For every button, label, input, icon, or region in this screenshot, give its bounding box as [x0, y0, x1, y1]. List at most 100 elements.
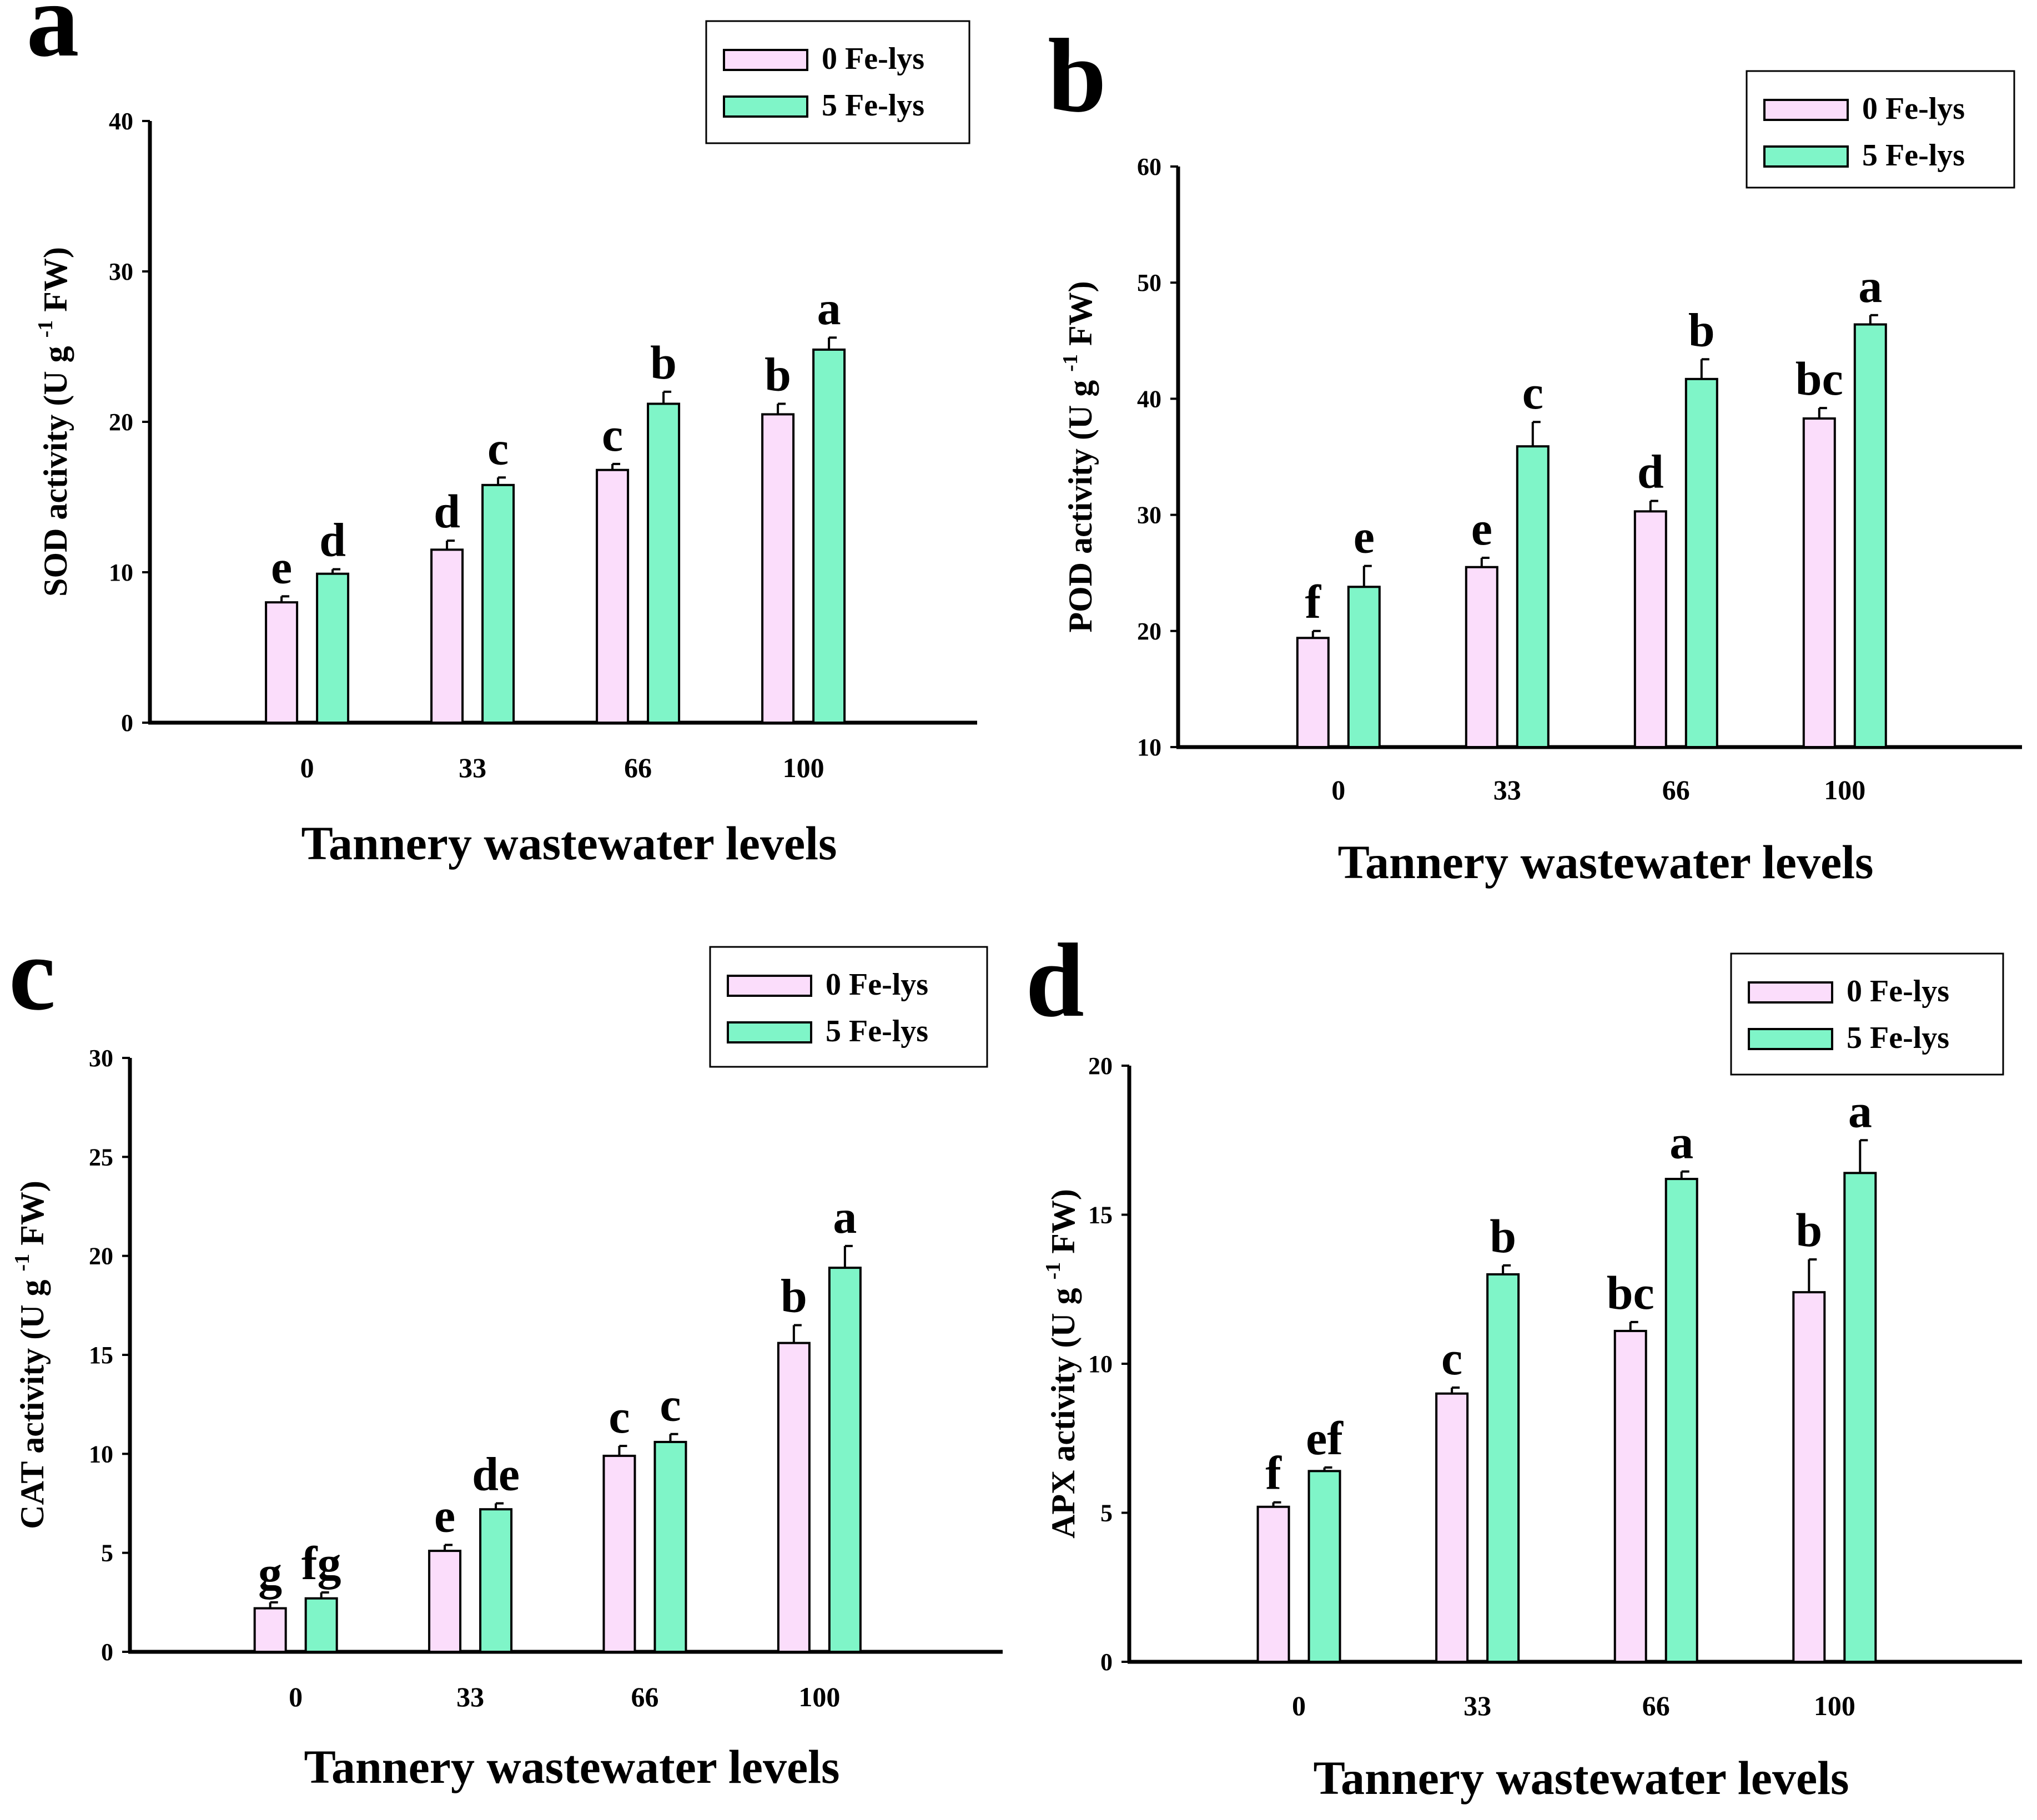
bar	[428, 1550, 462, 1653]
series-five-fe-lys: e c b a	[1347, 259, 1887, 748]
bar	[1296, 637, 1330, 749]
y-tick-label: 10	[89, 1440, 113, 1468]
legend-label: 0 Fe-lys	[822, 42, 924, 76]
y-tick-label: 20	[1088, 1052, 1113, 1080]
x-tick-label: 33	[459, 752, 486, 783]
y-tick-label: 30	[109, 258, 133, 285]
bar	[1347, 586, 1381, 748]
bar	[1435, 1392, 1469, 1663]
x-tick-label: 100	[783, 752, 824, 783]
x-axis-title: Tannery wastewater levels	[1338, 835, 1874, 889]
y-axis-title: POD activity (U g -1 FW)	[1059, 281, 1099, 632]
bar	[596, 468, 630, 724]
bar	[1633, 510, 1667, 748]
y-tick-label: 0	[1100, 1648, 1113, 1676]
bar	[653, 1440, 687, 1653]
legend-label: 0 Fe-lys	[1862, 92, 1965, 126]
y-tick-label: 0	[101, 1638, 113, 1666]
bar	[1792, 1291, 1826, 1663]
legend-swatch	[1763, 99, 1849, 121]
y-tick-label: 20	[109, 409, 133, 436]
significance-label: bc	[1795, 352, 1843, 405]
series-zero-fe-lys: g e c b	[253, 1269, 811, 1653]
significance-label: ef	[1306, 1411, 1344, 1465]
legend: 0 Fe-lys 5 Fe-lys	[709, 946, 988, 1068]
significance-label: c	[660, 1378, 681, 1431]
significance-label: a	[1848, 1084, 1872, 1137]
bar	[316, 572, 350, 724]
bar	[430, 548, 464, 724]
legend-swatch	[727, 975, 812, 997]
significance-label: c	[602, 408, 623, 461]
y-tick-label: 20	[1137, 618, 1161, 645]
x-tick-label: 0	[300, 752, 314, 783]
bar	[1256, 1505, 1290, 1663]
bar	[1465, 566, 1498, 748]
x-axis-title: Tannery wastewater levels	[1314, 1751, 1849, 1804]
significance-label: c	[487, 421, 509, 475]
y-tick-label: 25	[89, 1143, 113, 1171]
legend-box	[1730, 952, 2004, 1076]
y-tick-label: 10	[1137, 734, 1161, 761]
legend-label: 5 Fe-lys	[822, 88, 924, 123]
significance-label: f	[1265, 1446, 1282, 1500]
y-tick-label: 30	[89, 1045, 113, 1072]
x-tick-label: 100	[1814, 1690, 1855, 1721]
significance-label: d	[434, 485, 460, 538]
legend-label: 0 Fe-lys	[1847, 974, 1949, 1009]
x-tick-label: 0	[1331, 774, 1345, 805]
y-tick-label: 0	[121, 709, 133, 737]
bar	[761, 413, 795, 724]
significance-label: a	[833, 1190, 857, 1243]
significance-label: de	[472, 1448, 520, 1501]
significance-label: e	[271, 540, 292, 593]
x-tick-label: 33	[1493, 774, 1521, 805]
significance-label: d	[319, 513, 346, 567]
legend-swatch	[1748, 1028, 1833, 1050]
x-tick-label: 66	[1662, 774, 1690, 805]
x-axis-title: Tannery wastewater levels	[304, 1740, 840, 1793]
axes: 0 10 20 30 40	[109, 108, 977, 737]
y-tick-label: 5	[101, 1540, 113, 1567]
legend-label: 0 Fe-lys	[826, 967, 928, 1002]
legend-swatch	[1748, 981, 1833, 1004]
significance-label: b	[650, 336, 677, 389]
significance-label: b	[764, 347, 791, 401]
bar	[304, 1597, 338, 1653]
significance-label: b	[1490, 1209, 1516, 1263]
legend-swatch	[723, 49, 808, 71]
bar	[777, 1342, 811, 1653]
bar	[1307, 1470, 1341, 1663]
significance-label: fg	[301, 1536, 341, 1590]
bar	[1684, 377, 1718, 748]
legend-swatch	[723, 95, 808, 118]
bar	[1613, 1329, 1647, 1663]
x-tick-label: 33	[456, 1681, 484, 1712]
significance-label: b	[1688, 303, 1715, 356]
legend-box	[705, 20, 970, 144]
y-tick-label: 10	[1088, 1350, 1113, 1378]
x-tick-label: 66	[631, 1681, 658, 1712]
bar	[1843, 1172, 1877, 1663]
significance-label: b	[1795, 1203, 1822, 1257]
bar	[1486, 1273, 1520, 1663]
x-tick-label: 0	[1292, 1690, 1306, 1721]
bar	[812, 348, 846, 724]
bar	[828, 1267, 862, 1653]
panel-letter: b	[1048, 18, 1106, 134]
y-axis-title: SOD activity (U g -1 FW)	[34, 247, 74, 597]
significance-label: e	[434, 1489, 455, 1542]
bar	[647, 402, 681, 724]
y-tick-label: 15	[1088, 1202, 1113, 1229]
significance-label: e	[1354, 510, 1375, 563]
bar	[1853, 323, 1887, 748]
bar	[602, 1454, 636, 1653]
significance-label: a	[817, 281, 841, 335]
